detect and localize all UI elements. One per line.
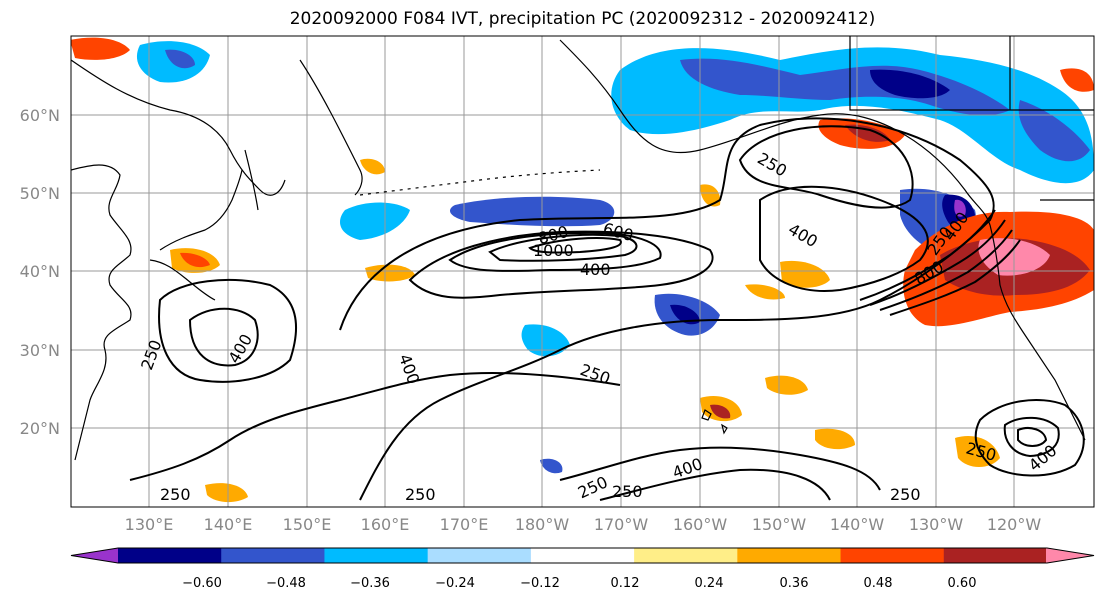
map-frame	[70, 35, 1095, 508]
latitude-label: 40°N	[20, 262, 60, 281]
contour-label: 250	[612, 482, 643, 501]
longitude-label: 150°W	[752, 515, 807, 534]
longitude-label: 150°E	[283, 515, 332, 534]
longitude-label: 170°E	[440, 515, 489, 534]
longitude-label: 130°E	[125, 515, 174, 534]
contour-label: 250	[160, 485, 191, 504]
colorbar-segment	[634, 548, 738, 563]
graticule	[71, 36, 1094, 507]
colorbar	[70, 547, 1095, 564]
colorbar-tick-label: −0.24	[435, 576, 475, 591]
colorbar-segment	[530, 548, 635, 563]
colorbar-segment	[118, 548, 222, 563]
contour-label: 1000	[533, 241, 574, 260]
colorbar-segment	[737, 548, 842, 563]
longitude-label: 130°W	[909, 515, 964, 534]
latitude-label: 50°N	[20, 184, 60, 203]
latitude-label: 60°N	[20, 106, 60, 125]
contour-label: 250	[405, 485, 436, 504]
colorbar-segment	[427, 548, 532, 563]
latitude-label: 20°N	[20, 419, 60, 438]
longitude-label: 160°W	[673, 515, 728, 534]
longitude-label: 140°W	[830, 515, 885, 534]
colorbar-tick-label: −0.12	[520, 576, 560, 591]
coastlines	[71, 36, 1094, 461]
ivt-contours	[129, 117, 1085, 501]
colorbar-tick-label: 0.24	[695, 576, 724, 591]
colorbar-tick-label: −0.48	[266, 576, 306, 591]
colorbar-outline	[70, 547, 1095, 564]
colorbar-tick-label: −0.60	[182, 576, 222, 591]
colorbar-extend-low	[71, 548, 119, 563]
colorbar-ticks: −0.60 −0.48 −0.36 −0.24 −0.12 0.12 0.24 …	[182, 576, 976, 591]
colorbar-segment	[324, 548, 429, 563]
colorbar-tick-label: −0.36	[350, 576, 390, 591]
longitude-label: 140°E	[204, 515, 253, 534]
longitude-axis: 130°E 140°E 150°E 160°E 170°E 180°W 170°…	[125, 515, 1042, 534]
colorbar-extend-high	[1046, 548, 1094, 563]
contour-label: 400	[580, 260, 611, 279]
latitude-axis: 60°N 50°N 40°N 30°N 20°N	[20, 106, 60, 438]
colorbar-tick-label: 0.60	[948, 576, 977, 591]
colorbar-segment	[943, 548, 1048, 563]
colorbar-tick-label: 0.12	[611, 576, 640, 591]
longitude-label: 170°W	[594, 515, 649, 534]
colorbar-tick-label: 0.36	[780, 576, 809, 591]
colorbar-tick-label: 0.48	[864, 576, 893, 591]
longitude-label: 160°E	[361, 515, 410, 534]
longitude-label: 120°W	[987, 515, 1042, 534]
contour-label: 250	[890, 485, 921, 504]
map-title: 2020092000 F084 IVT, precipitation PC (2…	[289, 9, 876, 29]
colorbar-segment	[840, 548, 945, 563]
longitude-label: 180°W	[515, 515, 570, 534]
colorbar-segment	[221, 548, 325, 563]
latitude-label: 30°N	[20, 341, 60, 360]
